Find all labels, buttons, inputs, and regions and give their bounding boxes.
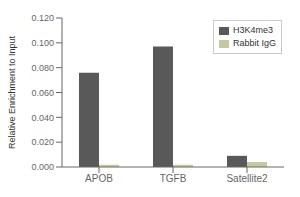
svg-text:0.040: 0.040: [31, 113, 54, 123]
svg-text:Relative Enrichment to Input: Relative Enrichment to Input: [8, 35, 17, 149]
svg-text:APOB: APOB: [85, 173, 113, 184]
svg-text:Satellite2: Satellite2: [226, 173, 268, 184]
html-text:H3K4me3: H3K4me3: [233, 25, 273, 35]
svg-text:0.120: 0.120: [31, 13, 54, 23]
svg-text:0.060: 0.060: [31, 88, 54, 98]
svg-text:0.100: 0.100: [31, 38, 54, 48]
svg-text:0.080: 0.080: [31, 63, 54, 73]
svg-text:TGFB: TGFB: [160, 173, 187, 184]
svg-text:0.020: 0.020: [31, 137, 54, 147]
html-text:Rabbit IgG: Rabbit IgG: [233, 38, 276, 48]
svg-text:0.000: 0.000: [31, 162, 54, 172]
